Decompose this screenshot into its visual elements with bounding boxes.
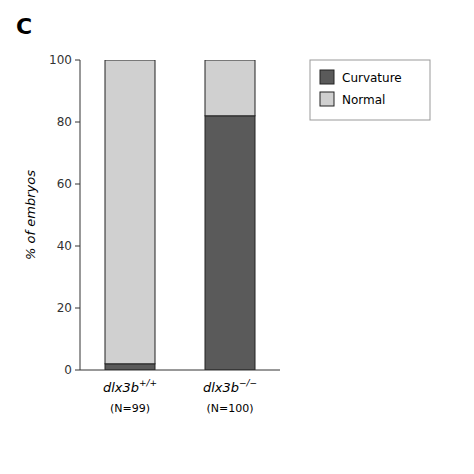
legend-swatch: [320, 70, 334, 84]
chart: C 0 20 40 60 80 100 % of embryos dlx3b+/+ (N=99) d…: [0, 0, 474, 474]
n-label: (N=100): [206, 402, 253, 415]
y-axis-label: % of embryos: [23, 170, 38, 260]
y-tick-label: 80: [57, 115, 72, 129]
x-tick-label: dlx3b+/+: [103, 378, 157, 395]
bars: [105, 60, 255, 370]
bar-segment: [105, 60, 155, 364]
y-tick: [75, 246, 80, 247]
y-tick: [75, 308, 80, 309]
y-tick: [75, 370, 80, 371]
bar-segment: [205, 116, 255, 370]
legend-swatch: [320, 92, 334, 106]
x-tick-label: dlx3b−/−: [203, 378, 257, 395]
y-tick-label: 60: [57, 177, 72, 191]
bar-segment: [205, 60, 255, 116]
x-axis: [80, 370, 280, 371]
legend-label: Curvature: [342, 71, 402, 85]
legend-frame: [310, 60, 430, 120]
n-label: (N=99): [110, 402, 150, 415]
bar-segment: [105, 364, 155, 370]
y-tick-label: 0: [64, 363, 72, 377]
y-tick: [75, 184, 80, 185]
y-tick-label: 20: [57, 301, 72, 315]
y-axis: [80, 60, 81, 370]
y-tick-label: 40: [57, 239, 72, 253]
chart-container: C 0 20 40 60 80 100 % of embryos dlx3b+/+ (N=99) d…: [0, 0, 474, 474]
legend-label: Normal: [342, 93, 385, 107]
y-tick: [75, 122, 80, 123]
title: C: [16, 14, 32, 39]
legend: Curvature Normal: [310, 60, 430, 120]
y-tick: [75, 60, 80, 61]
y-tick-label: 100: [49, 53, 72, 67]
